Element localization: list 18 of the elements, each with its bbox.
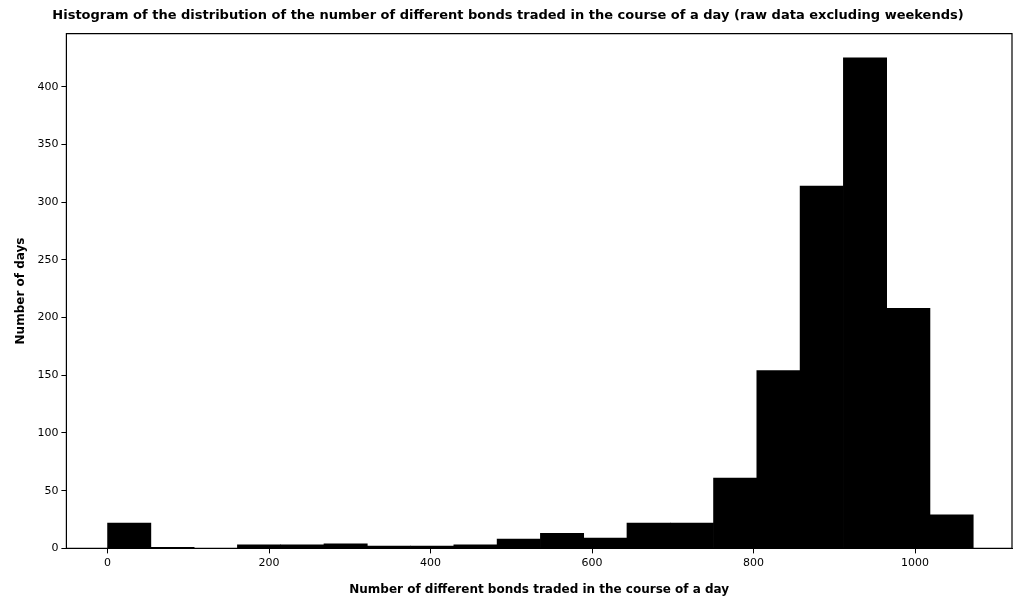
x-tick-label: 600 [581, 555, 603, 569]
y-tick-label: 250 [37, 252, 59, 266]
y-tick-label: 350 [37, 137, 59, 151]
y-tick-label: 150 [37, 368, 59, 382]
y-tick-label: 300 [37, 194, 59, 208]
y-tick-label: 100 [37, 425, 59, 439]
y-axis-title: Number of days [13, 237, 28, 345]
x-tick-label: 200 [258, 555, 280, 569]
y-tick-label: 400 [37, 79, 59, 93]
y-tick-label: 200 [37, 310, 59, 324]
x-tick-label: 1000 [901, 555, 930, 569]
x-tick-label: 400 [420, 555, 442, 569]
x-tick-label: 800 [743, 555, 765, 569]
chart-title: Histogram of the distribution of the number of different bonds traded in the course of a day (raw data excluding weekends) [52, 7, 964, 23]
y-tick-label: 0 [51, 541, 59, 555]
y-tick-label: 50 [44, 483, 59, 497]
x-tick-label: 0 [104, 555, 112, 569]
x-axis-title: Number of different bonds traded in the course of a day [349, 581, 730, 596]
